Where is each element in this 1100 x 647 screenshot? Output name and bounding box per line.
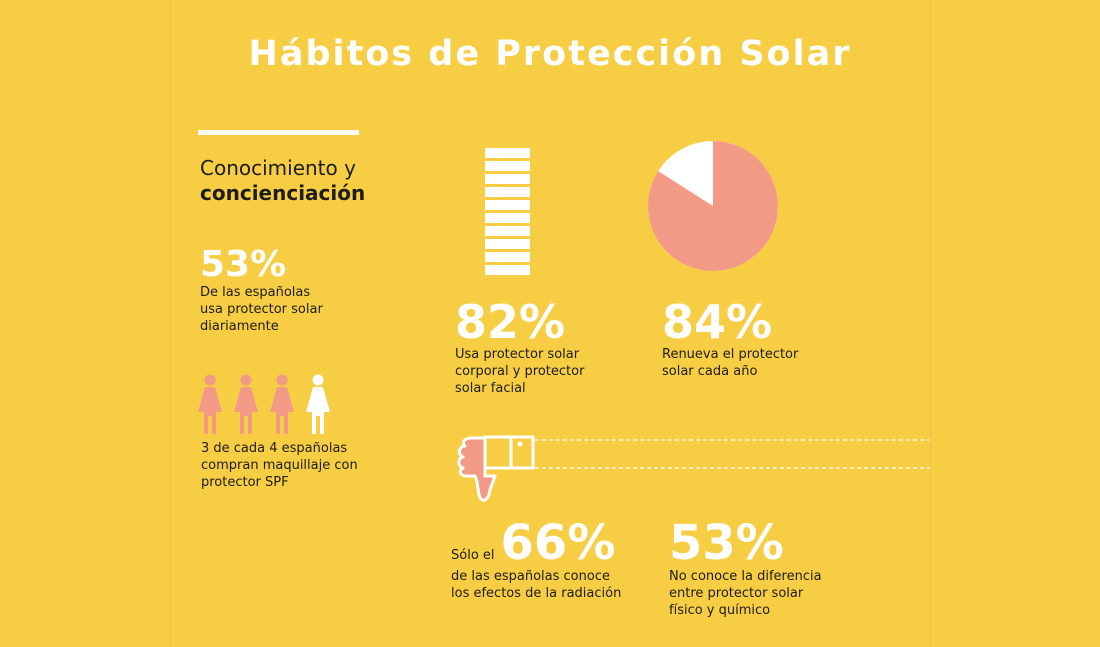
stripe — [485, 252, 530, 262]
stat-body-face-text: Usa protector solar corporal y protector… — [455, 346, 584, 397]
stat-body-face: 82% Usa protector solar corporal y prote… — [455, 298, 584, 397]
makeup-line: 3 de cada 4 españolas — [201, 441, 348, 456]
stat-radiation: Sólo el 66% de las españolas conoce los … — [451, 518, 621, 602]
stat-daily-line: usa protector solar — [200, 301, 323, 317]
stat-radiation-prefix: Sólo el — [451, 548, 495, 563]
stat-daily: 53% De las españolas usa protector solar… — [200, 246, 323, 335]
stat-daily-value: 53% — [200, 244, 287, 285]
stat-line: los efectos de la radiación — [451, 586, 622, 602]
makeup-line: protector SPF — [201, 475, 289, 490]
stat-difference-value: 53% — [669, 515, 784, 571]
stat-line: Usa protector solar — [455, 347, 580, 363]
woman-icon — [306, 374, 330, 434]
section-rule — [198, 130, 359, 135]
stat-line: físico y químico — [669, 603, 771, 619]
section-heading: Conocimiento y concienciación — [200, 156, 365, 206]
stripe — [485, 174, 530, 184]
stat-line: solar cada año — [662, 364, 758, 380]
stat-line: entre protector solar — [669, 586, 804, 602]
stat-difference: 53% No conoce la diferencia entre protec… — [669, 518, 822, 619]
stripe — [485, 200, 530, 210]
women-icons — [197, 374, 341, 441]
stat-body-face-value: 82% — [455, 295, 566, 349]
section-heading-line1: Conocimiento y — [200, 156, 356, 180]
pie-renew-slice — [648, 141, 778, 271]
stat-line: No conoce la diferencia — [669, 569, 822, 585]
woman-icon — [234, 374, 258, 434]
stat-line: corporal y protector — [455, 364, 585, 380]
stat-renew-value: 84% — [662, 295, 773, 349]
stat-difference-text: No conoce la diferencia entre protector … — [669, 568, 822, 619]
woman-icon — [270, 374, 294, 434]
stat-renew: 84% Renueva el protector solar cada año — [662, 298, 798, 380]
thumbs-down-icon — [457, 435, 930, 502]
stripe — [485, 239, 530, 249]
renew-pie-chart — [648, 141, 778, 271]
stat-renew-text: Renueva el protector solar cada año — [662, 346, 798, 380]
right-guide-line — [930, 0, 931, 647]
page-title: Hábitos de Protección Solar — [248, 34, 852, 74]
stat-radiation-row: Sólo el 66% — [451, 515, 616, 571]
stat-line: solar facial — [455, 381, 526, 397]
stripe — [485, 148, 530, 158]
left-guide-line — [170, 0, 171, 647]
stat-line: de las españolas conoce — [451, 569, 610, 585]
woman-icon — [198, 374, 222, 434]
stripe — [485, 226, 530, 236]
stripe — [485, 265, 530, 275]
stripe — [485, 213, 530, 223]
stripe — [485, 187, 530, 197]
stat-radiation-text: de las españolas conoce los efectos de l… — [451, 568, 621, 602]
stat-daily-line: De las españolas — [200, 284, 311, 300]
stat-daily-line: diariamente — [200, 318, 279, 334]
makeup-line: compran maquillaje con — [201, 458, 358, 473]
stat-daily-text: De las españolas usa protector solar dia… — [200, 284, 323, 335]
stat-line: Renueva el protector — [662, 347, 799, 363]
section-heading-line2: concienciación — [200, 181, 366, 205]
makeup-text: 3 de cada 4 españolas compran maquillaje… — [201, 440, 358, 491]
stat-radiation-value: 66% — [500, 515, 616, 571]
stripe — [485, 161, 530, 171]
